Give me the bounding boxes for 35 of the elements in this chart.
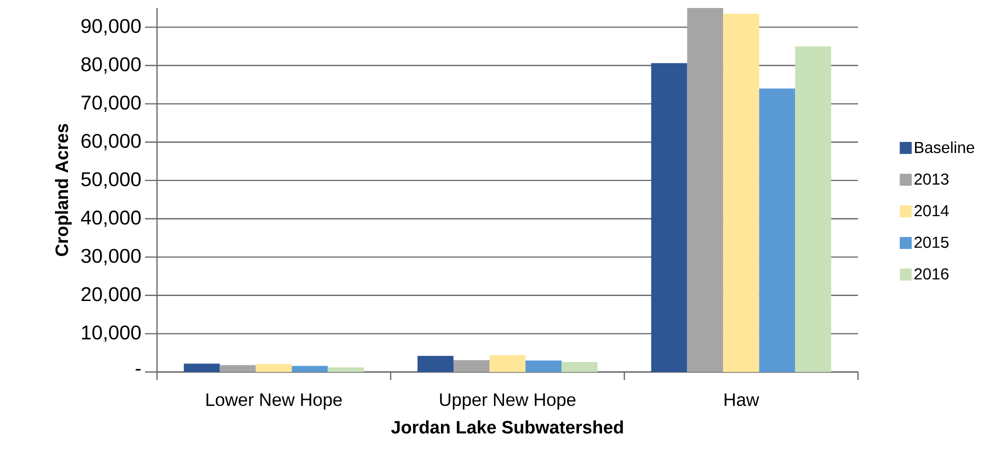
bar [562, 362, 598, 372]
bar [490, 355, 526, 372]
bar [418, 356, 454, 372]
y-tick-label: 20,000 [82, 287, 141, 304]
x-tick-label: Haw [724, 394, 760, 406]
y-tick-label: 30,000 [81, 248, 141, 266]
y-tick-label: 40,000 [80, 210, 141, 227]
bar [723, 14, 760, 372]
y-tick-label: 60,000 [82, 134, 141, 150]
bar [184, 364, 220, 372]
y-tick-label: 50,000 [81, 172, 141, 189]
bar [759, 88, 796, 372]
bar [454, 360, 490, 372]
y-tick-label: 70,000 [82, 96, 141, 112]
legend-label: 2015 [914, 236, 949, 248]
legend-label: 2013 [914, 173, 948, 185]
y-tick-label: - [136, 368, 141, 371]
bar [651, 63, 688, 372]
bar [795, 46, 832, 372]
y-axis-title: Cropland Acres [54, 124, 72, 256]
bar [292, 366, 328, 372]
y-tick-label: 10,000 [82, 325, 141, 342]
bar [220, 365, 256, 372]
x-tick-label: Upper New Hope [440, 394, 576, 410]
bar [328, 367, 364, 372]
bar [687, 8, 724, 372]
bar [256, 364, 292, 372]
x-axis-title: Jordan Lake Subwatershed [391, 420, 623, 434]
y-tick-label: 90,000 [81, 18, 141, 36]
bar [526, 360, 562, 372]
y-tick-label: 80,000 [81, 57, 141, 74]
x-tick-label: Lower New Hope [206, 394, 342, 410]
legend-label: Baseline [915, 141, 974, 154]
legend-label: 2016 [914, 268, 948, 280]
legend-label: 2014 [914, 205, 949, 216]
